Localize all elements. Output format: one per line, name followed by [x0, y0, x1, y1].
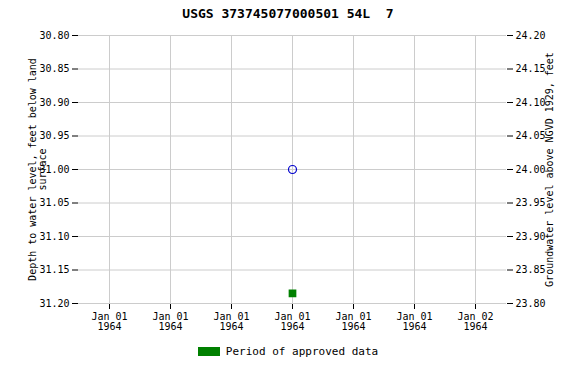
- svg-text:24.10: 24.10: [516, 97, 546, 108]
- svg-text:24.05: 24.05: [516, 130, 546, 141]
- html-text:USGS 373745077000501 54L 7: USGS 373745077000501 54L 7: [182, 6, 394, 21]
- svg-text:31.20: 31.20: [39, 298, 69, 309]
- svg-text:30.85: 30.85: [39, 63, 69, 74]
- svg-text:Jan 011964: Jan 011964: [396, 311, 432, 332]
- svg-text:31.15: 31.15: [39, 264, 69, 275]
- svg-text:30.90: 30.90: [39, 97, 69, 108]
- svg-text:24.20: 24.20: [516, 30, 546, 41]
- svg-text:23.85: 23.85: [516, 264, 546, 275]
- svg-text:Jan 011964: Jan 011964: [152, 311, 188, 332]
- svg-text:24.15: 24.15: [516, 63, 546, 74]
- svg-text:Jan 011964: Jan 011964: [91, 311, 127, 332]
- svg-text:31.00: 31.00: [39, 163, 70, 175]
- svg-text:31.10: 31.10: [39, 231, 69, 242]
- svg-text:30.95: 30.95: [39, 130, 69, 141]
- svg-text:Jan 011964: Jan 011964: [335, 311, 371, 332]
- svg-text:Groundwater level above NGVD 1: Groundwater level above NGVD 1929, feet: [544, 52, 555, 287]
- svg-text:30.80: 30.80: [39, 30, 69, 41]
- svg-text:Jan 021964: Jan 021964: [457, 311, 493, 332]
- svg-text:Depth to water level, feet bel: Depth to water level, feet below landsur…: [27, 58, 48, 281]
- svg-text:Jan 011964: Jan 011964: [274, 311, 310, 332]
- svg-text:24.00: 24.00: [516, 164, 546, 175]
- svg-text:23.90: 23.90: [516, 231, 546, 242]
- svg-text:23.95: 23.95: [516, 197, 546, 208]
- svg-text:23.80: 23.80: [516, 298, 546, 309]
- svg-text:Jan 011964: Jan 011964: [213, 311, 249, 332]
- html-text:Period of approved data: Period of approved data: [225, 345, 379, 358]
- svg-text:31.05: 31.05: [39, 197, 69, 208]
